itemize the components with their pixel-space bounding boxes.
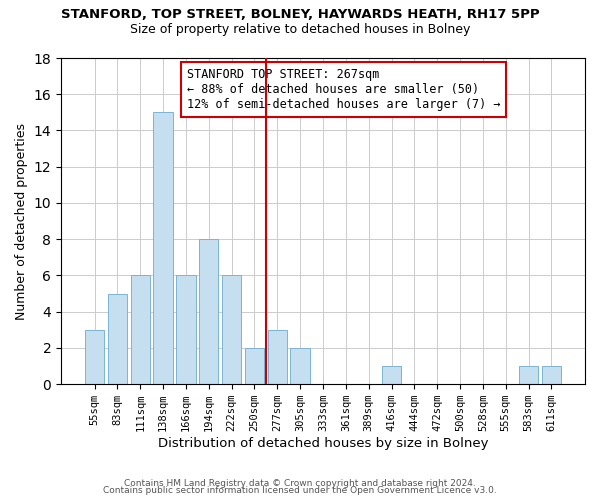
Bar <box>268 330 287 384</box>
Bar <box>176 276 196 384</box>
Bar <box>245 348 264 384</box>
Bar <box>382 366 401 384</box>
X-axis label: Distribution of detached houses by size in Bolney: Distribution of detached houses by size … <box>158 437 488 450</box>
Bar <box>222 276 241 384</box>
Y-axis label: Number of detached properties: Number of detached properties <box>15 122 28 320</box>
Bar <box>290 348 310 384</box>
Bar <box>154 112 173 384</box>
Bar <box>542 366 561 384</box>
Text: Contains HM Land Registry data © Crown copyright and database right 2024.: Contains HM Land Registry data © Crown c… <box>124 478 476 488</box>
Text: STANFORD, TOP STREET, BOLNEY, HAYWARDS HEATH, RH17 5PP: STANFORD, TOP STREET, BOLNEY, HAYWARDS H… <box>61 8 539 20</box>
Bar <box>199 239 218 384</box>
Bar <box>519 366 538 384</box>
Bar <box>131 276 150 384</box>
Text: STANFORD TOP STREET: 267sqm
← 88% of detached houses are smaller (50)
12% of sem: STANFORD TOP STREET: 267sqm ← 88% of det… <box>187 68 500 111</box>
Bar <box>85 330 104 384</box>
Text: Size of property relative to detached houses in Bolney: Size of property relative to detached ho… <box>130 22 470 36</box>
Bar <box>107 294 127 384</box>
Text: Contains public sector information licensed under the Open Government Licence v3: Contains public sector information licen… <box>103 486 497 495</box>
